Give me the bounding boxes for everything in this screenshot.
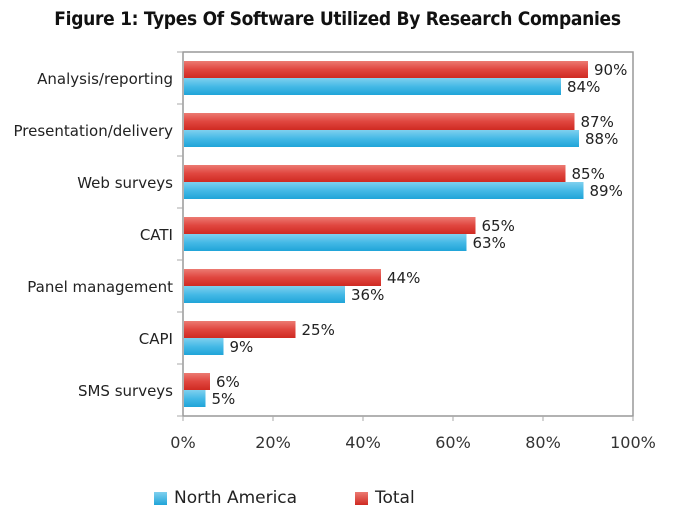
x-tick-label: 60% bbox=[435, 433, 471, 452]
category-label: CATI bbox=[140, 226, 173, 244]
bar-total bbox=[184, 61, 588, 78]
bar-north-america bbox=[184, 182, 584, 199]
data-label: 9% bbox=[230, 338, 254, 356]
data-label: 63% bbox=[473, 234, 506, 252]
category-label: Analysis/reporting bbox=[37, 70, 173, 88]
data-label: 6% bbox=[216, 373, 240, 391]
north-america-swatch bbox=[154, 491, 167, 505]
x-tick-label: 40% bbox=[345, 433, 381, 452]
legend-label-north-america: North America bbox=[174, 488, 298, 508]
data-label: 5% bbox=[212, 390, 236, 408]
total-swatch bbox=[355, 491, 368, 505]
category-label: Panel management bbox=[27, 278, 173, 296]
data-label: 36% bbox=[351, 286, 384, 304]
x-tick-label: 0% bbox=[170, 433, 195, 452]
data-label: 85% bbox=[572, 165, 605, 183]
category-label: Presentation/delivery bbox=[14, 122, 174, 140]
category-label: CAPI bbox=[139, 330, 173, 348]
bar-total bbox=[184, 113, 575, 130]
bar-total bbox=[184, 165, 566, 182]
data-label: 88% bbox=[585, 130, 618, 148]
data-label: 89% bbox=[590, 182, 623, 200]
bar-north-america bbox=[184, 390, 206, 407]
legend-item-total: Total bbox=[355, 488, 415, 508]
bar-north-america bbox=[184, 338, 224, 355]
data-label: 90% bbox=[594, 61, 627, 79]
data-label: 25% bbox=[302, 321, 335, 339]
bar-north-america bbox=[184, 78, 561, 95]
data-label: 84% bbox=[567, 78, 600, 96]
bar-north-america bbox=[184, 286, 345, 303]
data-label: 65% bbox=[482, 217, 515, 235]
data-label: 44% bbox=[387, 269, 420, 287]
category-label: SMS surveys bbox=[78, 382, 173, 400]
category-label: Web surveys bbox=[77, 174, 173, 192]
data-label: 87% bbox=[581, 113, 614, 131]
bar-total bbox=[184, 373, 210, 390]
bar-total bbox=[184, 217, 476, 234]
bar-north-america bbox=[184, 234, 467, 251]
chart-title: Figure 1: Types Of Software Utilized By … bbox=[54, 8, 621, 30]
x-tick-label: 80% bbox=[525, 433, 561, 452]
legend-label-total: Total bbox=[375, 488, 415, 508]
bar-north-america bbox=[184, 130, 579, 147]
x-tick-label: 20% bbox=[255, 433, 291, 452]
bar-total bbox=[184, 269, 381, 286]
x-tick-label: 100% bbox=[610, 433, 656, 452]
legend-item-north-america: North America bbox=[154, 488, 297, 508]
bar-total bbox=[184, 321, 296, 338]
